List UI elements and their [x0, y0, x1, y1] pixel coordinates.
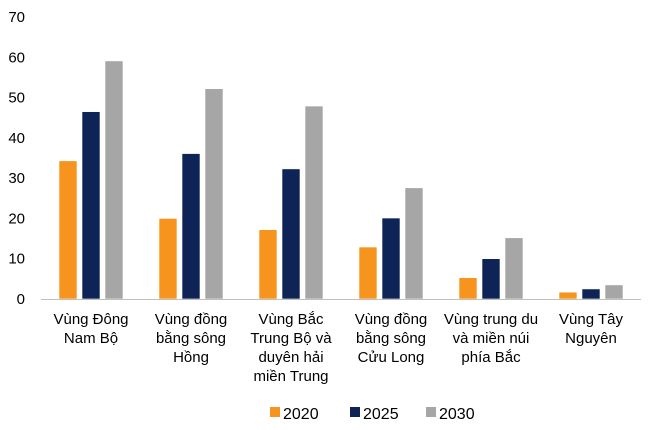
category-label-line: Vùng đồng — [355, 311, 428, 328]
y-tick-label-70: 70 — [8, 9, 25, 26]
legend-label-2030: 2030 — [439, 406, 475, 423]
bar-2020-cat-1 — [158, 218, 178, 300]
bar-2020-cat-5 — [558, 291, 578, 300]
legend-swatch-2020 — [270, 407, 280, 417]
category-label-0: Vùng Đông Nam Bộ — [53, 311, 128, 347]
category-label-line: Nguyên — [565, 330, 617, 347]
category-label-line: Cửu Long — [358, 349, 425, 366]
category-label-line: phía Bắc — [461, 349, 521, 366]
bar-2020-cat-3 — [358, 246, 378, 300]
bar-2025-cat-5 — [581, 288, 601, 300]
bar-2030-cat-0 — [104, 60, 124, 300]
category-label-line: bằng sông — [356, 330, 426, 347]
bar-2030-cat-5 — [604, 284, 624, 300]
category-label-line: và miền núi — [453, 330, 530, 347]
category-label-line: Hồng — [173, 349, 209, 366]
category-label-line: Vùng đồng — [155, 311, 228, 328]
bar-2020-cat-0 — [58, 160, 78, 300]
category-label-line: miền Trung — [253, 368, 328, 385]
bar-2030-cat-2 — [304, 105, 324, 300]
category-label-1: Vùng đồng bằng sông Hồng — [155, 311, 228, 366]
y-tick-label-0: 0 — [17, 291, 25, 308]
bar-2030-cat-1 — [204, 88, 224, 300]
category-label-line: Vùng trung du — [444, 311, 538, 328]
y-tick-label-20: 20 — [8, 210, 25, 227]
y-tick-label-50: 50 — [8, 90, 25, 107]
legend-label-2025: 2025 — [363, 406, 399, 423]
y-tick-label-40: 40 — [8, 130, 25, 147]
bar-2030-cat-3 — [404, 187, 424, 300]
y-axis-ticks: 0 10 20 30 40 50 60 70 — [8, 9, 25, 308]
category-label-line: Vùng Đông — [53, 311, 128, 328]
legend: 2020 2025 2030 — [270, 406, 475, 423]
category-label-line: duyên hải — [258, 349, 323, 366]
legend-swatch-2025 — [350, 407, 360, 417]
bar-2025-cat-4 — [481, 258, 501, 300]
bar-2025-cat-2 — [281, 168, 301, 300]
category-label-line: Vùng Bắc — [258, 311, 324, 328]
category-label-2: Vùng Bắc Trung Bộ và duyên hải miền Trung — [250, 311, 332, 385]
bar-2020-cat-4 — [458, 277, 478, 300]
bar-2025-cat-1 — [181, 153, 201, 300]
legend-label-2020: 2020 — [283, 406, 319, 423]
category-label-line: Trung Bộ và — [250, 330, 332, 347]
y-tick-label-10: 10 — [8, 251, 25, 268]
category-label-4: Vùng trung du và miền núi phía Bắc — [444, 311, 538, 366]
category-label-line: Vùng Tây — [559, 311, 623, 328]
bar-2025-cat-3 — [381, 217, 401, 300]
legend-swatch-2030 — [426, 407, 436, 417]
category-label-line: Nam Bộ — [64, 330, 118, 347]
bar-2025-cat-0 — [81, 111, 101, 300]
category-label-5: Vùng Tây Nguyên — [559, 311, 623, 347]
bar-2020-cat-2 — [258, 229, 278, 300]
y-tick-label-60: 60 — [8, 49, 25, 66]
category-label-line: bằng sông — [156, 330, 226, 347]
y-tick-label-30: 30 — [8, 170, 25, 187]
bar-2030-cat-4 — [504, 237, 524, 300]
category-label-3: Vùng đồng bằng sông Cửu Long — [355, 311, 428, 366]
bars — [58, 60, 624, 300]
